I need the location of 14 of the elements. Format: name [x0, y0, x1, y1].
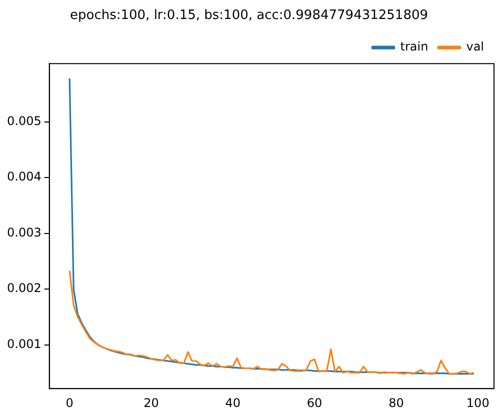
x-tick-label: 60 — [306, 396, 322, 410]
chart-title: epochs:100, lr:0.15, bs:100, acc:0.9984779431251809 — [70, 8, 428, 24]
y-tick-label: 0.002 — [6, 281, 42, 296]
x-tick-label: 20 — [144, 396, 159, 410]
x-tick-label: 0 — [66, 396, 74, 410]
y-tick-label: 0.004 — [6, 170, 42, 184]
x-tick-label: 80 — [388, 396, 404, 410]
legend-label: val — [466, 40, 484, 54]
x-tick-label: 40 — [225, 396, 241, 410]
y-tick-label: 0.001 — [6, 336, 42, 351]
legend-label: train — [400, 40, 428, 54]
y-tick-label: 0.005 — [6, 114, 42, 128]
y-tick-label: 0.003 — [6, 225, 42, 240]
x-tick-label: 100 — [466, 396, 490, 410]
